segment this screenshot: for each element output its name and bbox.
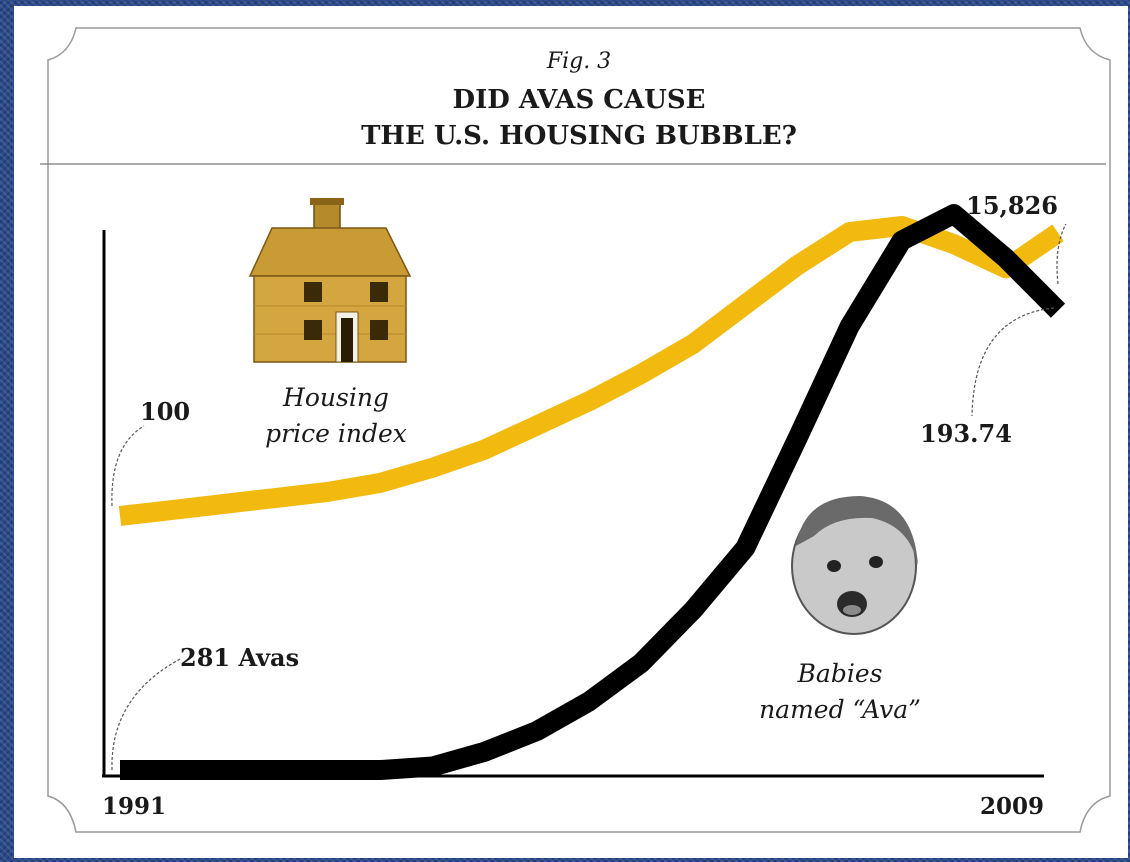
ava-series-name-line-1: Babies: [797, 659, 883, 688]
chart-canvas: Fig. 3 DID AVAS CAUSE THE U.S. HOUSING B…: [40, 27, 1111, 833]
chart-card: Fig. 3 DID AVAS CAUSE THE U.S. HOUSING B…: [14, 6, 1128, 858]
fig-label: Fig. 3: [546, 49, 611, 74]
house-icon: [248, 198, 412, 363]
series-line-ava: [120, 204, 1066, 780]
chart-title-line-1: DID AVAS CAUSE: [453, 85, 706, 115]
series-line-housing: [118, 216, 1064, 526]
housing-start-label: 100: [140, 397, 190, 426]
x-tick-label-start: 1991: [102, 793, 166, 820]
housing-series-name-line-2: price index: [265, 419, 407, 448]
leader-ava-start: [111, 657, 183, 771]
leader-housing-start: [111, 425, 145, 507]
leader-housing-end: [971, 307, 1055, 417]
housing-series-name-line-1: Housing: [282, 383, 389, 412]
housing-end-label: 193.74: [920, 419, 1012, 448]
baby-face-icon: [791, 496, 918, 635]
card-frame: [47, 27, 1111, 833]
ava-series-name-line-2: named “Ava”: [759, 695, 921, 724]
ava-end-label: 15,826: [966, 191, 1058, 220]
ava-start-label: 281 Avas: [180, 643, 299, 672]
chart-title-line-2: THE U.S. HOUSING BUBBLE?: [361, 121, 797, 151]
x-tick-label-end: 2009: [980, 793, 1044, 820]
leader-ava-end: [1056, 223, 1067, 285]
